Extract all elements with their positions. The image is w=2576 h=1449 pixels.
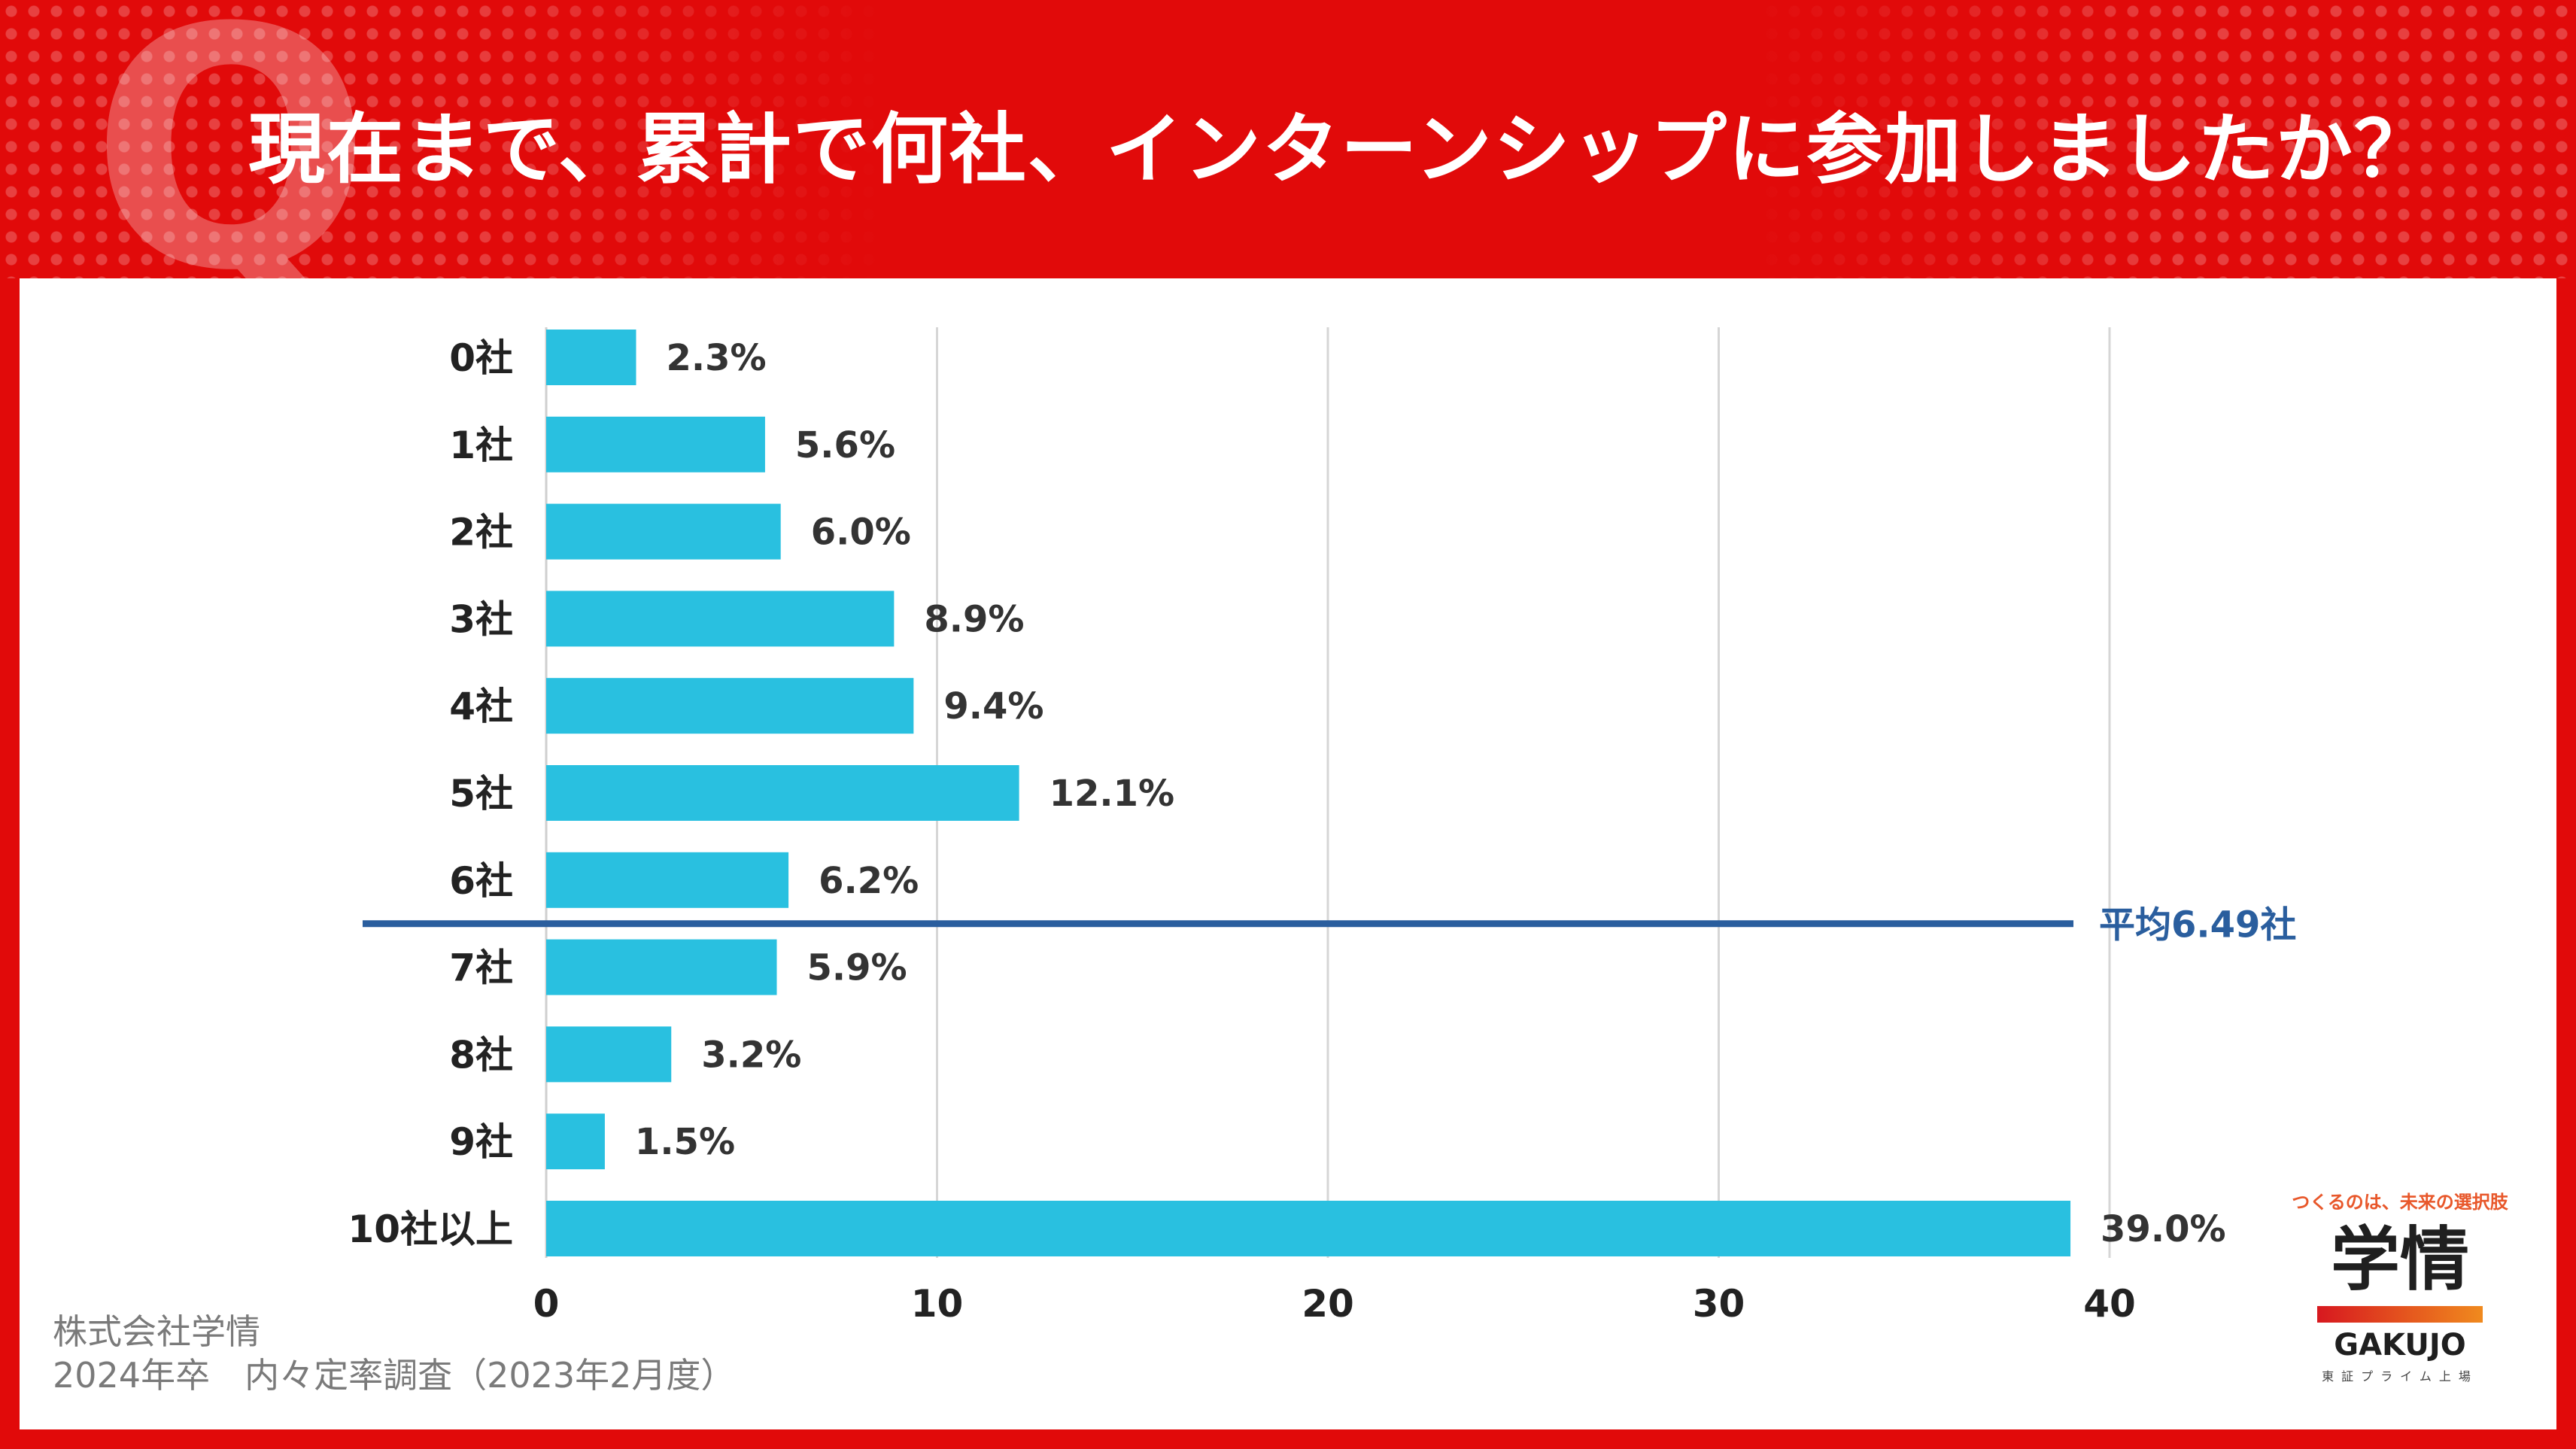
category-label: 3社 (449, 597, 513, 641)
logo-tagline: つくるのは、未来の選択肢 (2292, 1192, 2508, 1213)
category-label: 4社 (449, 685, 513, 728)
value-label: 6.2% (819, 860, 919, 902)
q-mark: Q (90, 0, 372, 343)
category-label: 8社 (449, 1033, 513, 1077)
bar (546, 503, 781, 560)
page-title: 現在まで、累計で何社、インターンシップに参加しましたか？ (248, 105, 2432, 195)
category-label: 2社 (449, 511, 513, 554)
value-label: 5.6% (795, 424, 895, 466)
bar (546, 939, 777, 995)
bar (546, 1026, 672, 1083)
logo-main: 学情 (2330, 1220, 2469, 1300)
category-label: 6社 (449, 859, 513, 903)
bar (546, 591, 895, 647)
value-label: 3.2% (701, 1034, 801, 1076)
x-tick-label: 20 (1302, 1282, 1354, 1326)
value-label: 8.9% (924, 598, 1024, 640)
logo-english: GAKUJO (2334, 1328, 2466, 1362)
value-label: 6.0% (811, 512, 911, 554)
category-label: 7社 (449, 946, 513, 990)
average-label: 平均6.49社 (2099, 904, 2296, 946)
value-label: 2.3% (666, 337, 766, 379)
bar (546, 852, 789, 908)
logo-bar (2317, 1306, 2483, 1323)
bar (546, 330, 636, 385)
value-label: 5.9% (807, 947, 907, 989)
footer-survey: 2024年卒 内々定率調査（2023年2月度） (53, 1355, 736, 1396)
value-label: 39.0% (2101, 1208, 2226, 1250)
footer-company: 株式会社学情 (53, 1311, 260, 1352)
category-label: 5社 (449, 772, 513, 816)
x-tick-label: 40 (2083, 1282, 2136, 1326)
bar (546, 678, 914, 734)
category-label: 0社 (449, 336, 513, 380)
bar (546, 1201, 2071, 1256)
logo-sub: 東証プライム上場 (2322, 1369, 2478, 1384)
value-label: 9.4% (943, 685, 1043, 728)
bar (546, 765, 1019, 821)
x-tick-label: 0 (533, 1282, 560, 1326)
value-label: 12.1% (1050, 773, 1175, 815)
category-label: 10社以上 (348, 1208, 513, 1251)
x-tick-label: 10 (911, 1282, 964, 1326)
bar (546, 1113, 605, 1170)
category-label: 9社 (449, 1120, 513, 1164)
x-tick-label: 30 (1693, 1282, 1745, 1326)
category-label: 1社 (449, 424, 513, 467)
bar (546, 416, 765, 472)
value-label: 1.5% (635, 1121, 735, 1163)
gakujo-logo: つくるのは、未来の選択肢 学情 GAKUJO 東証プライム上場 (2287, 1187, 2513, 1390)
